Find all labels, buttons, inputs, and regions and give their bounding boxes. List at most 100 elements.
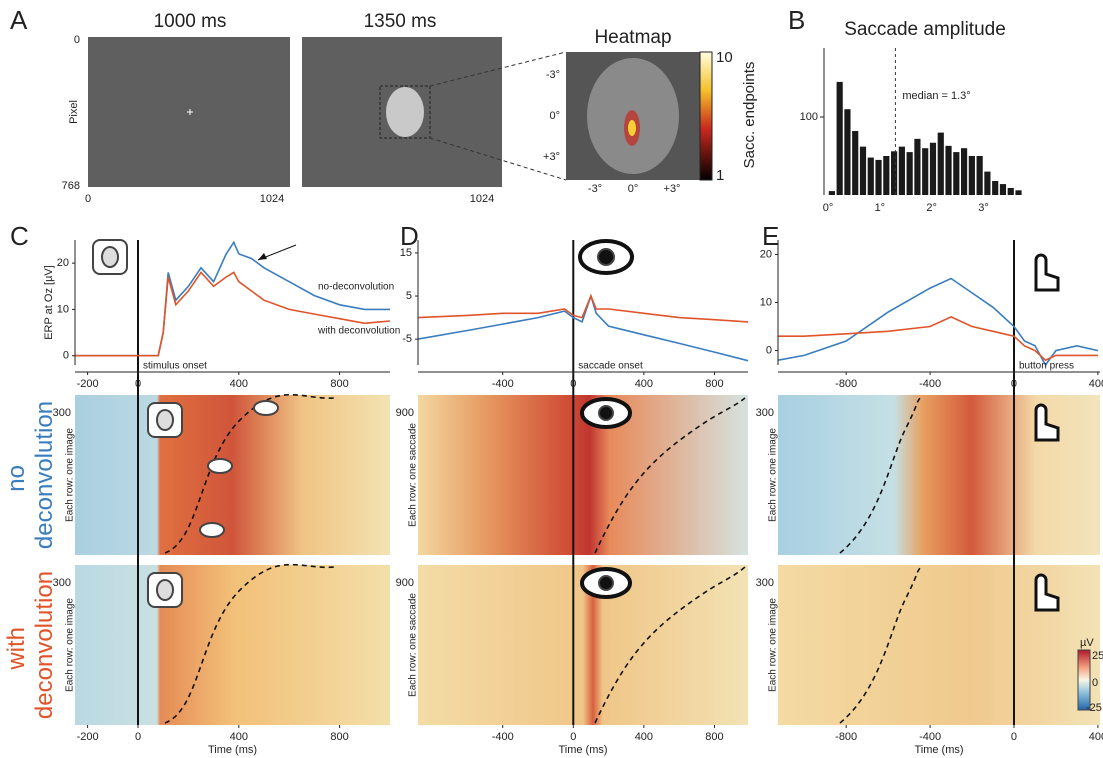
erp-line [777,277,1099,367]
x-tick-label: -400 [492,378,514,390]
row-label-line: deconvolution [31,401,58,549]
colorbar [1077,649,1091,711]
colorbar-tick: 1 [716,167,724,184]
screen-title: 1000 ms [154,11,227,32]
x-tick-label: 800 [330,378,348,390]
erp-line [75,271,391,357]
x-tick-label: 400 [230,378,248,390]
bar [937,132,944,195]
screen-title: 1350 ms [364,11,437,32]
bar [999,184,1007,195]
x-tick-label: 400 [230,731,248,743]
erp-line [417,293,749,323]
y-tick-label: 300 [756,407,774,419]
bar [867,157,874,195]
bar [984,171,991,195]
x-tick-label: -400 [919,731,941,743]
x-tick-label: 1° [875,202,886,214]
y-tick-label: 100 [800,111,818,123]
x-tick-label: 800 [330,731,348,743]
y-tick-label: 300 [53,577,71,589]
bar [906,152,913,195]
row-label: no deconvolution [3,401,58,549]
erp-line [778,316,1098,362]
bar [992,180,999,195]
colorbar-tick: 0 [1092,677,1098,689]
y-tick-label: -5 [402,333,412,345]
y-axis-label: Each row: one image [65,598,76,692]
bar [875,159,882,195]
annotation: saccade onset [578,361,643,372]
row-label: with deconvolution [3,571,58,719]
y-axis-label: Each row: one saccade [408,423,419,527]
annotation: median = 1.3° [902,90,970,102]
y-axis-label: Each row: one image [65,428,76,522]
heatmap [75,565,390,725]
y-axis-label: ERP at Oz [µV] [43,265,55,340]
bar [968,156,975,195]
y-tick-label: 10 [760,296,772,308]
y-tick-label: 900 [396,407,414,419]
bar [852,131,859,195]
row-label-line: no [3,465,30,492]
y-tick-label: 0° [549,110,560,122]
y-tick-label: 15 [400,247,412,259]
y-tick-label: 300 [756,577,774,589]
x-tick-label: 0 [1011,378,1017,390]
x-tick-label: 0 [570,378,576,390]
y-tick-label: 0 [63,350,69,362]
x-tick-label: 1024 [470,193,494,205]
colorbar-label: Sacc. endpoints [741,62,758,169]
x-tick-label: -800 [835,731,857,743]
x-axis-label: Time (ms) [914,744,963,756]
panel-label: C [10,221,29,251]
bar [914,138,921,195]
y-axis-label: Pixel [68,100,80,124]
zoom-lines [429,51,567,181]
y-tick-label: -3° [546,69,560,81]
heatmap [778,565,1100,725]
x-tick-label: -400 [919,378,941,390]
panel-label: E [762,221,779,251]
y-tick-label: 300 [53,407,71,419]
zoom-box [379,85,431,139]
y-tick-label: 768 [62,180,80,192]
y-tick-label: 20 [760,248,772,260]
bar [960,148,968,195]
x-tick-label: 0 [1011,731,1017,743]
face [386,87,424,137]
colorbar-tick: -25 [1086,702,1102,714]
heatmap [778,395,1100,555]
bar [1007,187,1014,195]
annotation: stimulus onset [143,361,207,372]
bar [1015,190,1022,195]
bar [929,142,937,195]
bar [922,148,929,195]
heatmap [418,565,748,725]
x-tick-label: 0 [85,193,91,205]
fixation-cross [187,109,193,115]
chart-title: Saccade amplitude [844,19,1006,40]
bar [891,151,898,195]
x-tick-label: -200 [77,731,99,743]
bar [828,191,835,195]
bar [883,156,890,195]
x-tick-label: 3° [978,202,989,214]
y-tick-label: 0 [74,34,80,46]
legend-entry: with deconvolution [317,326,400,337]
row-label-line: with [3,627,30,671]
x-tick-label: -200 [77,378,99,390]
x-tick-label: 0 [135,731,141,743]
y-tick-label: 0 [766,344,772,356]
x-tick-label: 400 [635,378,653,390]
x-tick-label: -800 [835,378,857,390]
x-axis-label: Time (ms) [558,744,607,756]
y-tick-label: 10 [57,303,69,315]
bar [898,146,905,195]
colorbar-tick: 25 [1092,650,1103,662]
heatmap [418,395,748,555]
heatmap-title: Heatmap [594,27,671,48]
row-label-line: deconvolution [31,571,58,719]
x-tick-label: +3° [664,183,681,195]
